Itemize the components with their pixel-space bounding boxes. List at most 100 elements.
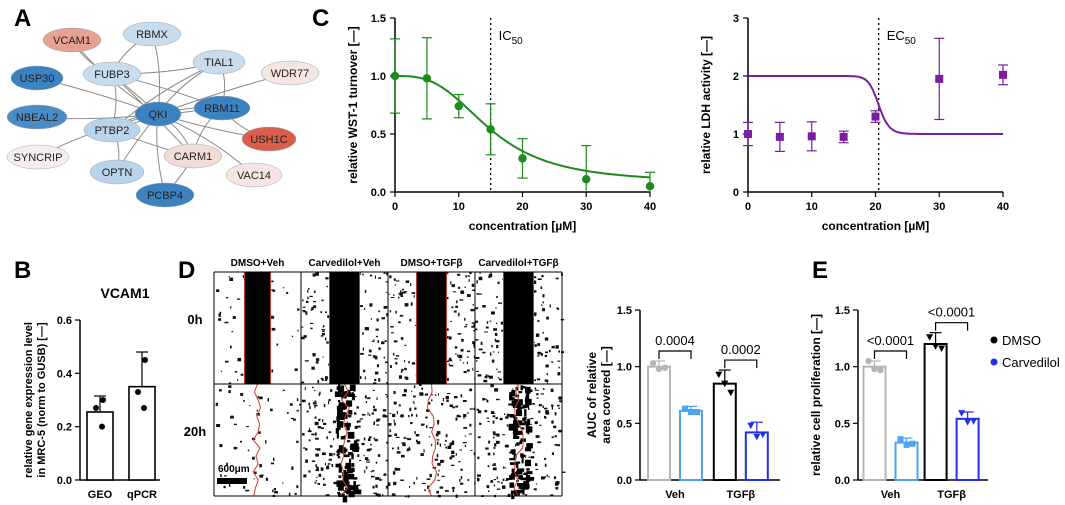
data-point: [926, 334, 934, 341]
cell-speckle: [411, 413, 413, 417]
cell-speckle: [381, 317, 385, 320]
cell-speckle: [273, 488, 276, 491]
cell-speckle: [477, 436, 481, 439]
cell-speckle: [396, 468, 401, 471]
cell-speckle: [411, 292, 416, 294]
cell-speckle: [225, 297, 229, 299]
cell-speckle: [508, 403, 512, 406]
cell-speckle: [495, 340, 500, 343]
cell-speckle: [485, 326, 489, 329]
vcam1-expression-chart: VCAM1 0.0 0.2 0.4 0.6 relative gene expressio…: [23, 285, 160, 501]
cell-speckle: [356, 406, 359, 409]
cell-speckle: [308, 402, 311, 406]
cell-speckle: [374, 275, 376, 279]
network-node-label: USP30: [20, 73, 55, 85]
cell-speckle: [315, 361, 319, 364]
cell-speckle: [325, 311, 327, 313]
cell-speckle: [554, 412, 557, 416]
cell-cluster: [517, 403, 521, 411]
cell-speckle: [478, 348, 483, 351]
cell-speckle: [360, 352, 364, 355]
cell-speckle: [455, 305, 458, 308]
cell-speckle: [438, 469, 440, 472]
cell-cluster: [516, 409, 523, 417]
cell-speckle: [469, 272, 472, 275]
cell-cluster: [522, 488, 525, 495]
cell-cluster: [516, 399, 523, 406]
cell-speckle: [305, 311, 308, 315]
cell-speckle: [364, 395, 367, 399]
data-point: [715, 371, 723, 379]
cell-speckle: [282, 389, 285, 392]
cell-speckle: [463, 414, 467, 417]
cell-speckle: [424, 489, 426, 492]
cell-speckle: [373, 492, 377, 494]
data-point: [753, 433, 761, 441]
cell-speckle: [459, 359, 461, 361]
cell-speckle: [271, 280, 274, 283]
x-tick-label: 20: [516, 201, 528, 213]
cell-speckle: [291, 466, 294, 470]
cell-speckle: [256, 413, 260, 416]
cell-cluster: [525, 475, 531, 482]
row-header: 20h: [184, 424, 206, 439]
cell-cluster: [516, 461, 521, 464]
cell-cluster: [511, 401, 515, 407]
cell-speckle: [404, 360, 406, 363]
cell-speckle: [321, 329, 326, 331]
cell-speckle: [320, 377, 323, 380]
cell-speckle: [391, 332, 394, 334]
cell-cluster: [526, 471, 533, 475]
cell-speckle: [333, 437, 335, 441]
micrograph-background: [388, 384, 475, 496]
cell-speckle: [301, 399, 306, 403]
cell-cluster: [336, 433, 339, 439]
cell-speckle: [224, 360, 229, 363]
data-point: [775, 132, 784, 141]
cell-cluster: [525, 398, 532, 406]
y-tick-label: 1.0: [835, 362, 850, 374]
cell-cluster: [520, 477, 527, 481]
x-tick-label: Veh: [881, 489, 901, 501]
cell-speckle: [422, 392, 424, 396]
cell-speckle: [393, 419, 395, 423]
cell-speckle: [498, 378, 502, 381]
cell-speckle: [431, 394, 433, 396]
x-tick-label: Veh: [665, 489, 685, 501]
cell-speckle: [313, 300, 317, 303]
cell-speckle: [437, 473, 439, 477]
cell-speckle: [525, 494, 527, 497]
cell-speckle: [470, 308, 474, 312]
cell-speckle: [551, 436, 554, 438]
cell-speckle: [473, 344, 476, 346]
cell-speckle: [415, 439, 418, 443]
cell-speckle: [237, 298, 241, 300]
cell-cluster: [527, 428, 531, 433]
cell-speckle: [405, 280, 410, 283]
data-point: [645, 182, 655, 191]
cell-speckle: [314, 421, 319, 426]
cell-speckle: [332, 420, 336, 424]
cell-speckle: [496, 296, 498, 298]
cell-speckle: [400, 295, 404, 297]
cell-cluster: [524, 459, 531, 467]
cell-speckle: [537, 355, 540, 357]
cell-speckle: [551, 361, 554, 363]
scratch-wound: [503, 272, 534, 384]
cell-speckle: [404, 376, 408, 379]
cell-speckle: [294, 368, 298, 371]
data-point: [688, 409, 694, 415]
cell-speckle: [272, 289, 276, 292]
cell-speckle: [346, 421, 348, 423]
cell-cluster: [338, 409, 343, 412]
cell-speckle: [372, 469, 375, 472]
cell-speckle: [491, 359, 495, 363]
data-point: [655, 365, 663, 373]
cell-speckle: [320, 467, 324, 471]
cell-speckle: [458, 312, 460, 317]
cell-speckle: [429, 473, 432, 478]
column-header: Carvedilol+TGFβ: [478, 258, 558, 269]
y-tick-label: 0.0: [617, 475, 632, 487]
cell-cluster: [353, 481, 356, 487]
